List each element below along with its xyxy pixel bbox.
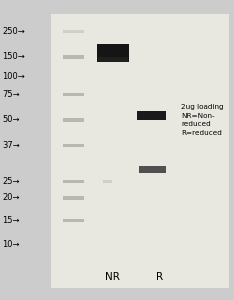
Text: NR: NR (105, 272, 120, 283)
Text: 75→: 75→ (2, 90, 20, 99)
Bar (51, 14, 229, 288)
Text: 250→: 250→ (2, 27, 25, 36)
Text: 20→: 20→ (2, 194, 20, 202)
Text: 50→: 50→ (2, 116, 20, 124)
Bar (63, 196, 84, 200)
Bar (97, 50, 129, 59)
Bar (137, 111, 166, 120)
Text: 100→: 100→ (2, 72, 25, 81)
Bar (63, 55, 84, 59)
Bar (98, 57, 128, 61)
Text: 2ug loading
NR=Non-
reduced
R=reduced: 2ug loading NR=Non- reduced R=reduced (181, 104, 224, 136)
Text: 150→: 150→ (2, 52, 25, 62)
Bar (63, 218, 84, 223)
Text: 37→: 37→ (2, 141, 20, 150)
Text: R: R (156, 272, 163, 283)
Bar (63, 30, 84, 33)
Bar (63, 143, 84, 147)
Bar (139, 166, 166, 173)
Bar (63, 118, 84, 122)
Bar (63, 179, 84, 183)
Bar (63, 92, 84, 96)
Text: 10→: 10→ (2, 240, 20, 249)
Bar (97, 44, 129, 62)
Bar (103, 180, 112, 183)
Text: 15→: 15→ (2, 216, 20, 225)
Text: 25→: 25→ (2, 177, 20, 186)
